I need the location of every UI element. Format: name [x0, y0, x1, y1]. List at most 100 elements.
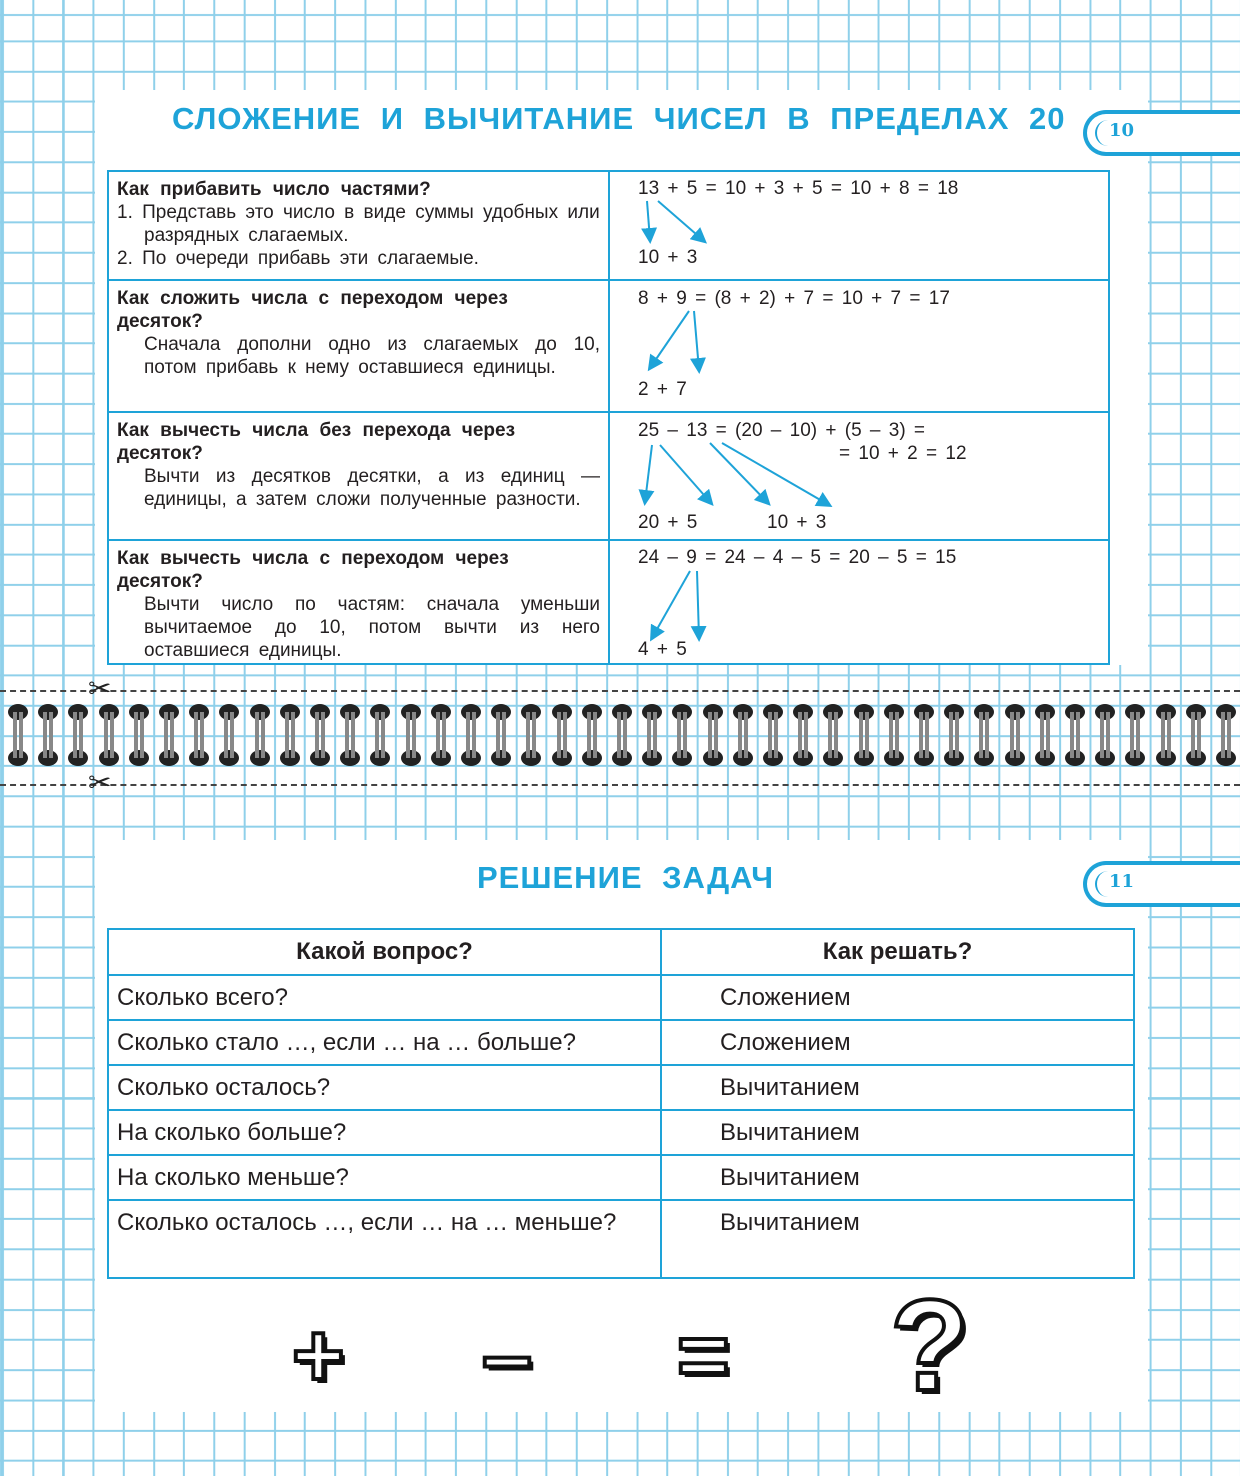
- binding-ring: [249, 704, 270, 766]
- method-cell: Вычитанием: [660, 1154, 1135, 1201]
- binding-ring: [1065, 704, 1085, 766]
- table-row: На сколько меньше? Вычитанием: [107, 1154, 1135, 1201]
- binding-ring: [1216, 704, 1236, 766]
- question-cell: Сколько осталось …, если … на … меньше?: [107, 1199, 662, 1279]
- method-cell: Вычитанием: [660, 1199, 1135, 1279]
- equation-split: 4 + 5: [638, 639, 687, 660]
- binding-ring: [612, 704, 632, 766]
- binding-ring: [1125, 704, 1146, 766]
- binding-ring: [642, 704, 663, 766]
- binding-ring: [1185, 704, 1206, 766]
- equation-split: 10 + 3: [638, 247, 698, 268]
- binding-ring: [128, 704, 149, 766]
- rule-text: Сначала дополни одно из слагаемых до 10,…: [144, 334, 600, 378]
- method-cell: Вычитанием: [660, 1064, 1135, 1111]
- equation-split: 2 + 7: [638, 379, 687, 400]
- binding-ring: [159, 704, 179, 766]
- rule-question: Как сложить числа с переходом через деся…: [117, 288, 508, 332]
- cut-line-top: [0, 690, 1240, 692]
- rule-step: 1. Представь это число в виде суммы удоб…: [117, 202, 600, 246]
- binding-ring: [914, 704, 934, 766]
- binding-ring: [1004, 704, 1025, 766]
- binding-ring: [732, 704, 753, 766]
- question-cell: На сколько меньше?: [107, 1154, 662, 1201]
- rule-text: Вычти число по частям: сначала уменьши в…: [144, 594, 600, 661]
- binding-ring: [702, 704, 723, 766]
- equation: 24 – 9 = 24 – 4 – 5 = 20 – 5 = 15: [638, 547, 957, 568]
- table-row: Сколько осталось? Вычитанием: [107, 1064, 1135, 1111]
- page-10-panel: [95, 90, 1148, 665]
- binding-ring: [8, 704, 28, 766]
- equation: 25 – 13 = (20 – 10) + (5 – 3) =: [638, 420, 926, 441]
- rule-question: Как вычесть числа с переходом через деся…: [117, 548, 509, 592]
- table-header-row: Какой вопрос? Как решать?: [107, 928, 1135, 976]
- binding-ring: [883, 704, 904, 766]
- column-header: Как решать?: [660, 928, 1135, 976]
- binding-ring: [521, 704, 542, 766]
- equation: 8 + 9 = (8 + 2) + 7 = 10 + 7 = 17: [638, 288, 950, 309]
- table-row: Сколько всего? Сложением: [107, 974, 1135, 1021]
- rule-question: Как вычесть числа без перехода через дес…: [117, 420, 516, 464]
- binding-ring: [853, 704, 874, 766]
- binding-ring: [370, 704, 391, 766]
- binding-ring: [1034, 704, 1055, 766]
- table-row: Как сложить числа с переходом через деся…: [109, 281, 1108, 413]
- binding-ring: [68, 704, 89, 766]
- table-row: Сколько осталось …, если … на … меньше? В…: [107, 1199, 1135, 1279]
- page-number-tab: 11: [1083, 861, 1240, 907]
- scissors-icon: ✂: [88, 673, 112, 704]
- binding-ring: [98, 704, 119, 766]
- table-row: Как вычесть числа с переходом через деся…: [109, 541, 1108, 663]
- equals-symbol-icon: =: [675, 1304, 732, 1408]
- equation-continued: = 10 + 2 = 12: [839, 443, 967, 464]
- rule-question: Как прибавить число частями?: [117, 179, 431, 200]
- binding-ring: [672, 704, 693, 766]
- binding-ring: [340, 704, 361, 766]
- page-number-tab: 10: [1083, 110, 1240, 156]
- binding-ring: [189, 704, 210, 766]
- rule-text: Вычти из десятков десятки, а из единиц —…: [144, 466, 600, 510]
- scissors-icon: ✂: [88, 767, 112, 798]
- method-cell: Вычитанием: [660, 1109, 1135, 1156]
- problem-solving-table: Какой вопрос? Как решать? Сколько всего? С…: [107, 928, 1135, 1279]
- question-cell: Сколько стало …, если … на … больше?: [107, 1019, 662, 1066]
- minus-symbol-icon: –: [480, 1304, 534, 1408]
- equation-split: 20 + 5: [638, 512, 698, 533]
- binding-ring: [823, 704, 844, 766]
- binding-ring: [310, 704, 330, 766]
- binding-ring: [400, 704, 421, 766]
- question-cell: Сколько осталось?: [107, 1064, 662, 1111]
- page-number: 11: [1109, 871, 1135, 892]
- binding-ring: [581, 704, 602, 766]
- method-cell: Сложением: [660, 1019, 1135, 1066]
- page-number: 10: [1109, 120, 1135, 141]
- column-header: Какой вопрос?: [107, 928, 662, 976]
- equation-split: 10 + 3: [767, 512, 827, 533]
- page-title: СЛОЖЕНИЕ И ВЫЧИТАНИЕ ЧИСЕЛ В ПРЕДЕЛАХ 20: [172, 101, 1066, 136]
- cut-line-bottom: [0, 784, 1240, 786]
- binding-ring: [1095, 704, 1116, 766]
- table-row: Как вычесть числа без перехода через дес…: [109, 413, 1108, 541]
- section-title: РЕШЕНИЕ ЗАДАЧ: [477, 860, 774, 895]
- binding-ring: [1155, 704, 1176, 766]
- binding-ring: [974, 704, 995, 766]
- table-row: На сколько больше? Вычитанием: [107, 1109, 1135, 1156]
- binding-ring: [219, 704, 240, 766]
- plus-symbol-icon: +: [290, 1304, 347, 1408]
- question-cell: Сколько всего?: [107, 974, 662, 1021]
- binding-ring: [491, 704, 512, 766]
- binding-ring: [944, 704, 965, 766]
- table-row: Как прибавить число частями? 1. Представ…: [109, 172, 1108, 281]
- table-row: Сколько стало …, если … на … больше? Слож…: [107, 1019, 1135, 1066]
- method-cell: Сложением: [660, 974, 1135, 1021]
- question-mark-icon: ?: [888, 1270, 971, 1420]
- rules-table: Как прибавить число частями? 1. Представ…: [107, 170, 1110, 665]
- binding-ring: [38, 704, 59, 766]
- binding-ring: [793, 704, 814, 766]
- equation: 13 + 5 = 10 + 3 + 5 = 10 + 8 = 18: [638, 178, 959, 199]
- binding-ring: [763, 704, 783, 766]
- rule-step: 2. По очереди прибавь эти слагаемые.: [117, 248, 479, 269]
- question-cell: На сколько больше?: [107, 1109, 662, 1156]
- binding-ring: [551, 704, 572, 766]
- binding-ring: [461, 704, 481, 766]
